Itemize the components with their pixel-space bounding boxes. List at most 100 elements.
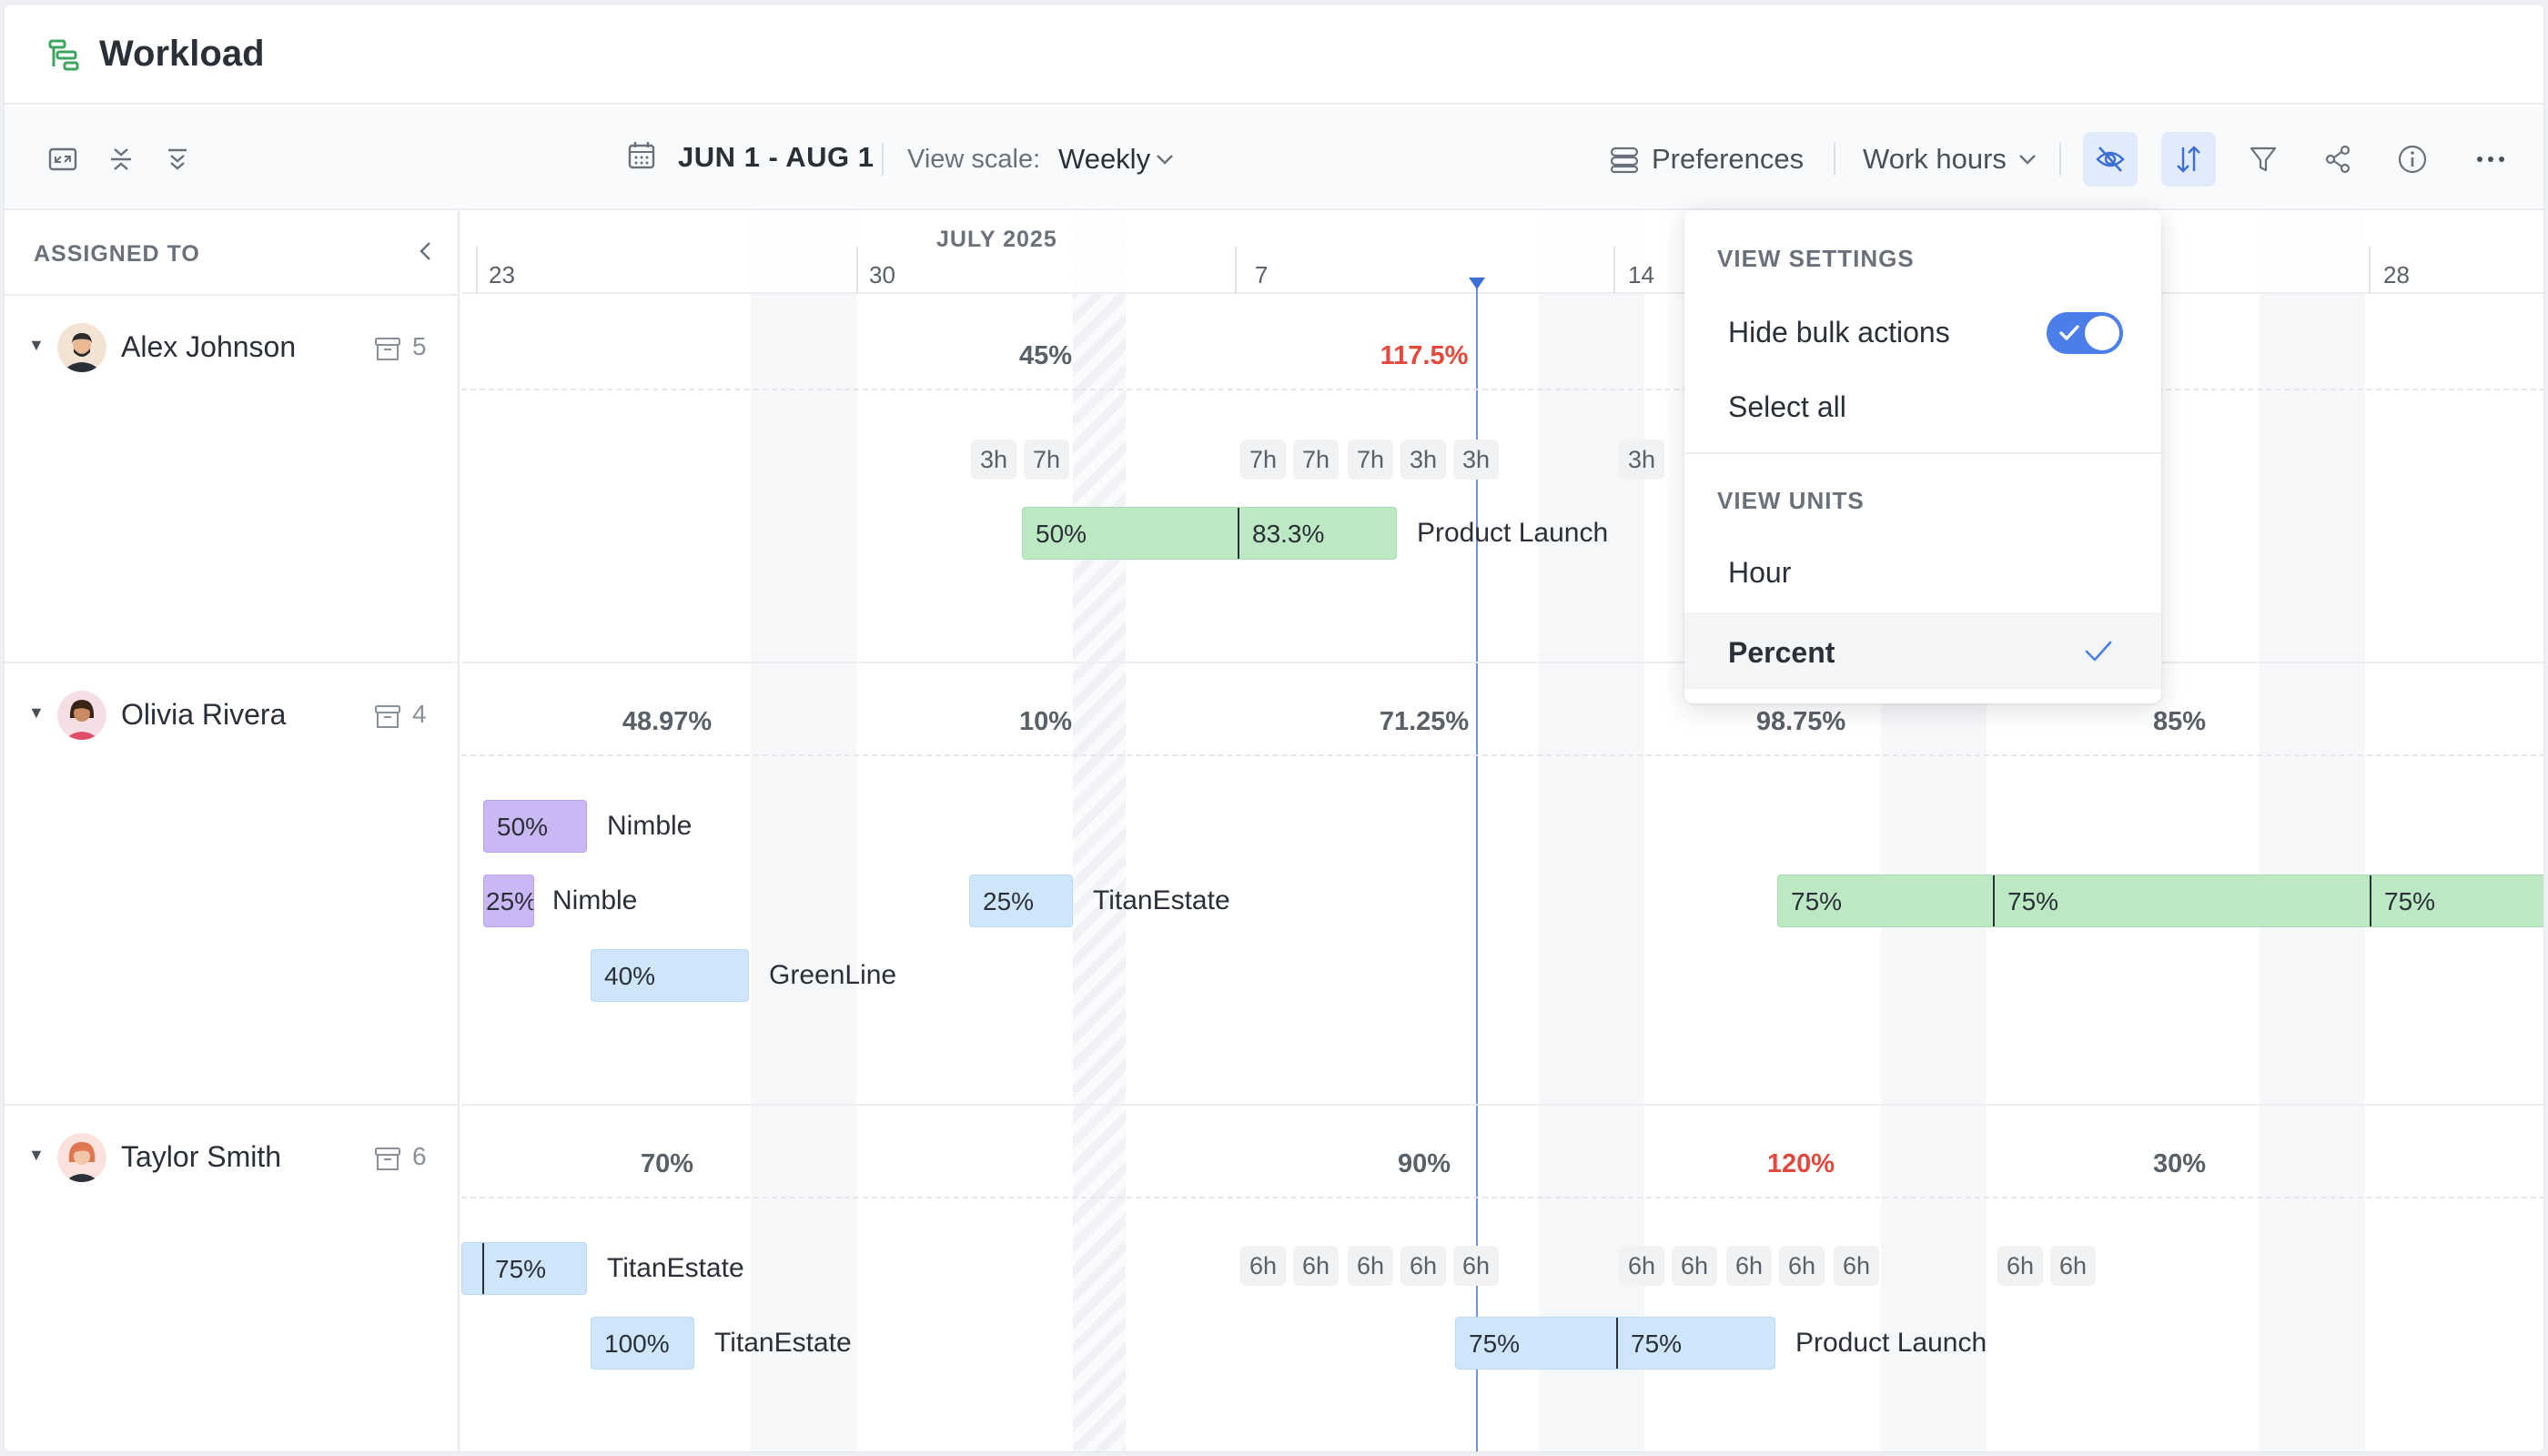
archive-icon[interactable] [374, 1146, 401, 1171]
person-row-taylor[interactable]: ▼ Taylor Smith 6 [5, 1104, 460, 1451]
week-tick [476, 247, 478, 294]
task-count: 5 [412, 332, 427, 360]
allocation-bar[interactable]: 50% [483, 800, 587, 853]
checkmark-icon [2085, 641, 2112, 662]
totals-separator [461, 1197, 2543, 1198]
allocation-bar[interactable]: 50% 83.3% [1022, 507, 1397, 560]
allocation-bar[interactable]: 40% [591, 949, 749, 1002]
project-label: TitanEstate [607, 1253, 744, 1283]
view-units-header: VIEW UNITS [1717, 487, 1865, 514]
hours-chip: 7h [1240, 440, 1286, 480]
unit-percent-row[interactable]: Percent [1684, 612, 2161, 689]
divider [2059, 143, 2061, 176]
hide-bulk-actions-option[interactable]: Hide bulk actions [1728, 316, 1950, 349]
bar-percent: 75% [1791, 887, 1843, 915]
person-name: Alex Johnson [121, 330, 297, 363]
bar-split [2370, 875, 2371, 926]
holiday-column [1073, 210, 1126, 1451]
bar-percent: 75% [2384, 887, 2436, 915]
allocation-bar[interactable]: 75% [461, 1242, 587, 1295]
title-bar: Workload [5, 5, 2543, 105]
weekly-total: 10% [1018, 707, 1073, 736]
hide-icon[interactable] [2083, 132, 2138, 187]
hours-chip: 6h [1997, 1246, 2043, 1286]
select-all-option[interactable]: Select all [1728, 390, 1846, 423]
project-label: Product Launch [1417, 518, 1609, 548]
task-count: 4 [412, 700, 427, 728]
weekend-column [1539, 210, 1644, 1451]
person-row-alex[interactable]: ▼ Alex Johnson 5 [5, 294, 460, 662]
week-label: 28 [2383, 261, 2410, 288]
archive-icon[interactable] [374, 703, 401, 729]
view-scale-select[interactable]: Weekly [1058, 143, 1151, 175]
filter-icon[interactable] [2236, 132, 2290, 187]
more-options-icon[interactable] [2463, 132, 2518, 187]
date-range[interactable]: JUN 1 - AUG 1 [678, 141, 875, 173]
view-scale-label: View scale: [907, 145, 1041, 174]
preferences-icon[interactable] [1608, 143, 1641, 176]
week-tick [856, 247, 858, 294]
allocation-bar[interactable]: 25% [969, 875, 1073, 927]
row-separator [461, 1104, 2543, 1106]
view-settings-dropdown: VIEW SETTINGS Hide bulk actions Select a… [1684, 210, 2161, 703]
allocation-bar[interactable]: 75% 75% [1455, 1317, 1775, 1370]
menu-separator [1684, 452, 2161, 454]
workload-icon [48, 39, 79, 71]
allocation-bar[interactable]: 25% [483, 875, 534, 927]
unit-percent-option[interactable]: Percent [1728, 636, 1835, 669]
divider [1834, 143, 1835, 176]
allocation-bar[interactable]: 100% [591, 1317, 694, 1370]
weekly-total: 98.75% [1755, 707, 1846, 736]
expand-all-icon[interactable] [150, 132, 205, 187]
collapse-all-icon[interactable] [94, 132, 148, 187]
person-row-olivia[interactable]: ▼ Olivia Rivera 4 [5, 662, 460, 1104]
assignee-panel: ASSIGNED TO ▼ Alex Johnson 5 ▼ Olivia Ri… [5, 210, 460, 1451]
bar-split [1993, 875, 1995, 926]
week-label: 7 [1255, 261, 1269, 288]
chevron-down-icon[interactable] [2017, 152, 2037, 167]
allocation-bar[interactable]: 75% 75% 75% [1777, 875, 2543, 927]
weekly-total: 71.25% [1379, 707, 1470, 736]
weekend-column [2260, 210, 2365, 1451]
info-icon[interactable] [2385, 132, 2440, 187]
bar-percent: 75% [495, 1255, 547, 1283]
bar-percent: 75% [1631, 1330, 1683, 1358]
week-tick [2369, 247, 2371, 294]
share-icon[interactable] [2310, 132, 2365, 187]
today-line [1476, 287, 1478, 1451]
timeline-grid: JULY 2025 23 30 7 14 28 45% 117.5% 3h 7h… [461, 210, 2543, 1451]
archive-icon[interactable] [374, 336, 401, 361]
chevron-down-icon[interactable] [1155, 152, 1175, 167]
caret-down-icon[interactable]: ▼ [28, 336, 45, 354]
hours-chip: 6h [1619, 1246, 1664, 1286]
hours-chip: 6h [1293, 1246, 1339, 1286]
timeline-header: JULY 2025 23 30 7 14 28 [461, 210, 2543, 294]
expand-view-icon[interactable] [35, 132, 90, 187]
preferences-button[interactable]: Preferences [1652, 143, 1805, 175]
hours-chip: 6h [1726, 1246, 1772, 1286]
bar-percent: 75% [2007, 887, 2059, 915]
caret-down-icon[interactable]: ▼ [28, 703, 45, 722]
avatar [57, 1133, 106, 1182]
hours-chip: 3h [1453, 440, 1499, 480]
bar-percent: 50% [1036, 520, 1087, 548]
workload-window: Workload JUN 1 - AUG 1 View scale: Weekl… [4, 4, 2544, 1452]
hours-chip: 7h [1024, 440, 1069, 480]
work-hours-select[interactable]: Work hours [1863, 143, 2007, 175]
weekly-total: 85% [2152, 707, 2207, 736]
hours-chip: 3h [971, 440, 1016, 480]
calendar-icon[interactable] [614, 128, 669, 183]
weekly-total: 90% [1397, 1149, 1451, 1178]
row-separator [461, 662, 2543, 663]
project-label: Nimble [607, 811, 693, 841]
totals-separator [461, 389, 2543, 390]
hours-chip: 6h [1834, 1246, 1879, 1286]
chevron-left-icon[interactable] [412, 238, 440, 265]
sort-icon[interactable] [2161, 132, 2216, 187]
unit-hour-option[interactable]: Hour [1728, 556, 1792, 589]
avatar [57, 323, 106, 372]
check-icon [2059, 325, 2079, 340]
hide-bulk-actions-toggle[interactable] [2047, 312, 2123, 354]
hours-chip: 7h [1293, 440, 1339, 480]
caret-down-icon[interactable]: ▼ [28, 1146, 45, 1164]
